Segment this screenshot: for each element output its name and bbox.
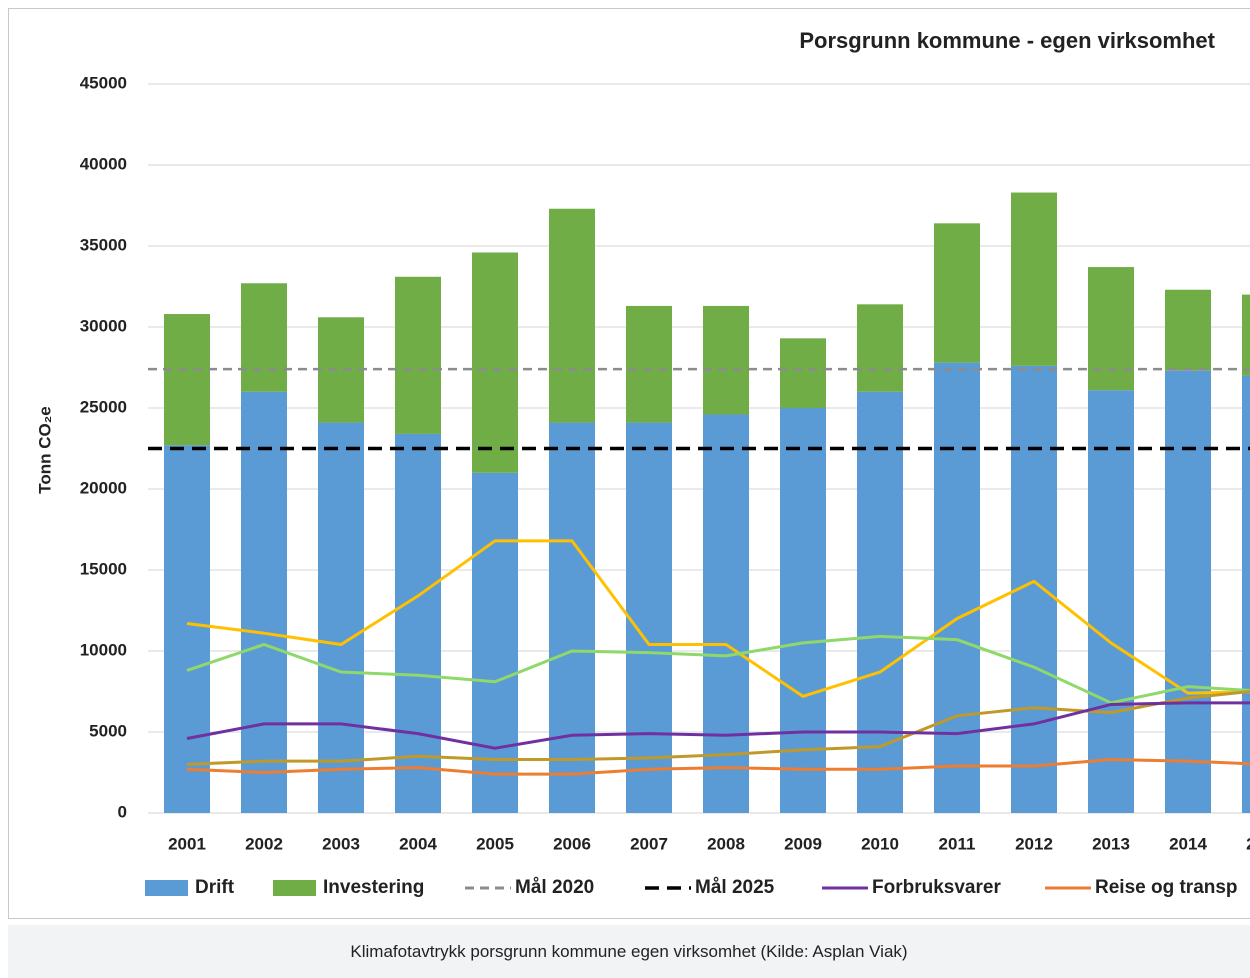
bar [780,338,826,408]
legend-swatch [145,880,188,896]
bar [1165,289,1211,371]
y-tick-label: 0 [118,802,127,821]
bar [703,305,749,415]
bar [164,314,210,446]
bar [703,414,749,813]
x-tick-label: 2003 [322,834,360,853]
line [186,701,1250,750]
bar [395,433,441,813]
bar [395,276,441,434]
bar [857,391,903,813]
y-tick-label: 40000 [80,154,127,173]
bar [549,208,595,423]
caption: Klimafotavtrykk porsgrunn kommune egen v… [8,925,1250,978]
bar [1088,390,1134,813]
y-tick-label: 10000 [80,640,127,659]
y-axis-label: Tonn CO₂e [35,406,54,494]
y-tick-label: 25000 [80,397,127,416]
x-tick-label: 2002 [245,834,283,853]
line [186,758,1250,776]
bar [1088,267,1134,391]
x-tick-label: 2007 [630,834,668,853]
bar [318,422,364,813]
bar [1165,370,1211,813]
x-tick-label: 2011 [939,834,976,853]
bar [164,445,210,813]
x-tick-label: 2015 [1246,834,1250,853]
bar [626,422,672,813]
legend-swatch [273,880,316,896]
line [186,539,1250,699]
legend-label: Investering [323,877,424,898]
bar [934,362,980,813]
y-tick-label: 45000 [80,73,127,92]
y-tick-label: 35000 [80,235,127,254]
line [186,634,1250,705]
x-tick-label: 2006 [553,834,591,853]
bar [318,317,364,423]
bar [1242,375,1250,813]
bar [857,304,903,392]
y-tick-label: 5000 [89,721,127,740]
x-tick-label: 2001 [168,834,206,853]
bar [241,391,287,813]
x-tick-label: 2008 [707,834,745,853]
bar [1011,192,1057,366]
x-tick-label: 2009 [784,834,822,853]
chart-title: Porsgrunn kommune - egen virksomhet [799,28,1215,53]
chart: Porsgrunn kommune - egen virksomhet Tonn… [8,8,1250,919]
legend-label: Forbruksvarer [872,877,1001,898]
bar [472,472,518,813]
bar [472,252,518,473]
y-tick-label: 15000 [80,559,127,578]
x-tick-label: 2010 [861,834,899,853]
y-tick-label: 20000 [80,478,127,497]
bar [780,408,826,813]
y-tick-label: 30000 [80,316,127,335]
x-tick-label: 2004 [399,834,437,853]
x-tick-label: 2012 [1015,834,1053,853]
bar [934,223,980,363]
legend-label: Reise og transp [1095,877,1238,898]
legend-label: Mål 2025 [695,877,775,898]
legend-label: Mål 2020 [515,877,594,898]
legend-label: Drift [195,877,235,898]
bar [626,305,672,423]
x-tick-label: 2014 [1169,834,1207,853]
x-tick-label: 2005 [476,834,514,853]
bar [241,283,287,392]
bar [549,422,595,813]
bar [1242,294,1250,376]
x-tick-label: 2013 [1092,834,1130,853]
